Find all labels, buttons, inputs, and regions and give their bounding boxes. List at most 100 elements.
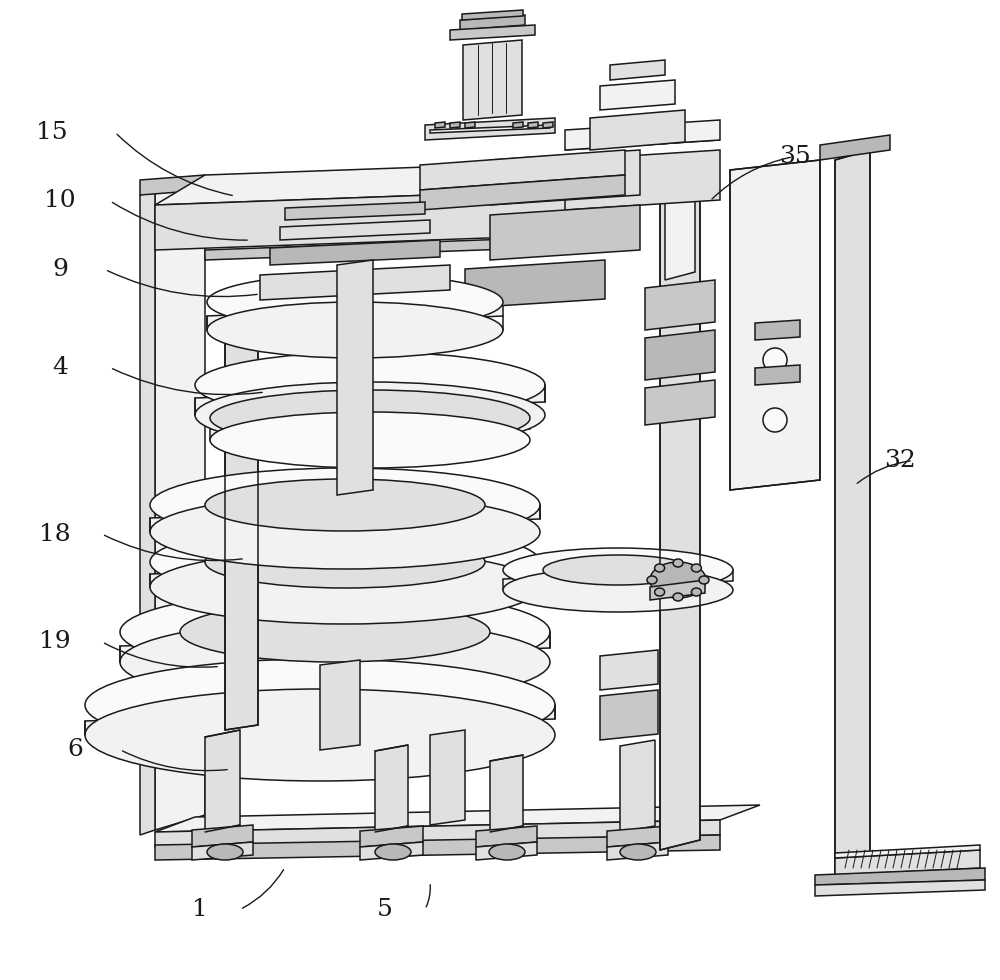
Polygon shape [815,880,985,896]
Ellipse shape [647,576,657,584]
Polygon shape [155,835,720,860]
Polygon shape [462,10,523,20]
Polygon shape [607,842,668,860]
Ellipse shape [207,302,503,358]
Polygon shape [590,110,685,150]
Polygon shape [528,122,538,128]
Polygon shape [150,505,540,532]
Ellipse shape [85,689,555,781]
Ellipse shape [207,844,243,860]
Polygon shape [607,826,668,847]
Ellipse shape [763,348,787,372]
Polygon shape [565,120,720,150]
Polygon shape [835,850,980,875]
Text: 1: 1 [192,898,208,921]
Text: 35: 35 [779,145,811,169]
Polygon shape [337,260,373,495]
Polygon shape [503,570,733,590]
Polygon shape [360,842,423,860]
Ellipse shape [691,564,701,572]
Polygon shape [150,562,540,587]
Text: 18: 18 [39,522,71,546]
Ellipse shape [195,352,545,418]
Text: 5: 5 [377,898,393,921]
Polygon shape [600,80,675,110]
Polygon shape [205,730,240,832]
Ellipse shape [195,382,545,448]
Polygon shape [155,160,620,205]
Ellipse shape [205,536,485,588]
Ellipse shape [375,844,411,860]
Text: 19: 19 [39,630,71,654]
Polygon shape [600,650,658,690]
Text: 10: 10 [44,189,76,213]
Text: 4: 4 [52,356,68,379]
Ellipse shape [503,548,733,592]
Polygon shape [645,280,715,330]
Ellipse shape [691,588,701,596]
Polygon shape [600,690,658,740]
Polygon shape [835,150,870,875]
Ellipse shape [205,479,485,531]
Polygon shape [320,660,360,750]
Ellipse shape [655,588,665,596]
Polygon shape [513,122,523,128]
Polygon shape [430,730,465,825]
Ellipse shape [699,576,709,584]
Polygon shape [645,330,715,380]
Polygon shape [665,180,695,280]
Polygon shape [260,265,450,300]
Polygon shape [155,190,570,250]
Ellipse shape [543,555,693,585]
Polygon shape [476,826,537,847]
Polygon shape [490,755,523,832]
Polygon shape [610,60,665,80]
Ellipse shape [210,412,530,468]
Polygon shape [490,150,640,205]
Ellipse shape [673,559,683,567]
Text: 9: 9 [52,258,68,281]
Ellipse shape [150,495,540,569]
Ellipse shape [150,550,540,624]
Polygon shape [465,122,475,128]
Ellipse shape [489,844,525,860]
Polygon shape [192,842,253,860]
Polygon shape [420,150,625,190]
Polygon shape [120,632,550,662]
Polygon shape [140,190,155,835]
Polygon shape [460,15,525,30]
Polygon shape [543,122,553,128]
Ellipse shape [150,468,540,542]
Polygon shape [85,705,555,735]
Polygon shape [450,122,460,128]
Polygon shape [375,745,408,832]
Polygon shape [465,260,605,308]
Polygon shape [192,825,253,847]
Polygon shape [755,320,800,340]
Ellipse shape [655,564,665,572]
Polygon shape [155,805,760,832]
Polygon shape [450,25,535,40]
Polygon shape [225,330,258,730]
Polygon shape [280,220,430,240]
Polygon shape [620,740,655,832]
Polygon shape [565,140,720,150]
Polygon shape [476,842,537,860]
Polygon shape [755,365,800,385]
Ellipse shape [150,525,540,599]
Polygon shape [207,302,503,330]
Ellipse shape [673,593,683,601]
Polygon shape [490,205,640,260]
Polygon shape [140,175,205,195]
Polygon shape [210,418,530,440]
Ellipse shape [207,274,503,330]
Polygon shape [270,240,440,265]
Ellipse shape [85,659,555,751]
Polygon shape [285,202,425,220]
Polygon shape [835,845,980,858]
Ellipse shape [620,844,656,860]
Text: 6: 6 [67,738,83,761]
Polygon shape [660,160,700,850]
Polygon shape [420,175,625,210]
Polygon shape [435,122,445,128]
